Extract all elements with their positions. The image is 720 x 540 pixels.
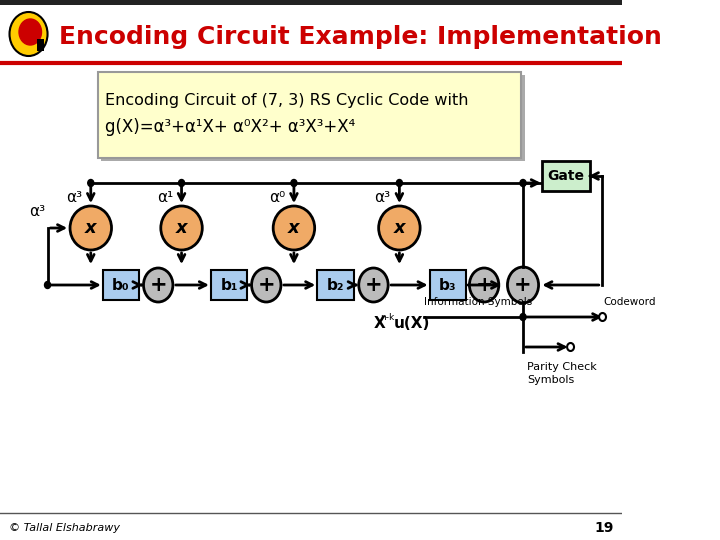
Text: 19: 19 [595, 521, 613, 535]
Circle shape [19, 19, 42, 45]
Circle shape [45, 281, 50, 288]
Text: x: x [394, 219, 405, 237]
Text: Codeword: Codeword [603, 297, 656, 307]
Ellipse shape [251, 268, 281, 302]
FancyBboxPatch shape [318, 270, 354, 300]
Ellipse shape [359, 268, 388, 302]
Text: α¹: α¹ [157, 191, 173, 206]
Text: x: x [176, 219, 187, 237]
Circle shape [88, 179, 94, 186]
Text: b₃: b₃ [439, 278, 456, 293]
Text: α³: α³ [66, 191, 82, 206]
FancyBboxPatch shape [0, 5, 622, 63]
Text: Encoding Circuit Example: Implementation: Encoding Circuit Example: Implementation [59, 25, 662, 49]
Text: α³: α³ [374, 191, 391, 206]
FancyBboxPatch shape [98, 72, 521, 158]
Ellipse shape [379, 206, 420, 250]
FancyBboxPatch shape [542, 161, 590, 191]
FancyBboxPatch shape [430, 270, 466, 300]
Circle shape [599, 313, 606, 321]
Circle shape [567, 343, 574, 351]
Text: +: + [149, 275, 167, 295]
Text: Information Symbols: Information Symbols [423, 297, 532, 307]
Text: X: X [374, 315, 385, 330]
Circle shape [291, 179, 297, 186]
Text: g(X)=α³+α¹X+ α⁰X²+ α³X³+X⁴: g(X)=α³+α¹X+ α⁰X²+ α³X³+X⁴ [105, 118, 356, 136]
FancyBboxPatch shape [211, 270, 247, 300]
Ellipse shape [70, 206, 112, 250]
Text: +: + [258, 275, 275, 295]
Text: x: x [85, 219, 96, 237]
FancyBboxPatch shape [101, 75, 525, 161]
Text: Parity Check
Symbols: Parity Check Symbols [527, 362, 597, 385]
Circle shape [520, 179, 526, 186]
Text: Gate: Gate [548, 169, 585, 183]
Text: +: + [364, 275, 382, 295]
Text: α³: α³ [29, 204, 45, 219]
Ellipse shape [273, 206, 315, 250]
Circle shape [9, 12, 48, 56]
Text: b₁: b₁ [220, 278, 238, 293]
Circle shape [520, 314, 526, 321]
Text: u(X): u(X) [393, 315, 430, 330]
Text: +: + [514, 275, 532, 295]
FancyBboxPatch shape [0, 0, 622, 5]
Text: +: + [475, 275, 493, 295]
Text: n-k: n-k [380, 313, 395, 321]
FancyBboxPatch shape [103, 270, 139, 300]
FancyBboxPatch shape [37, 39, 44, 51]
Text: x: x [288, 219, 300, 237]
Ellipse shape [161, 206, 202, 250]
Text: α⁰: α⁰ [269, 191, 285, 206]
Ellipse shape [469, 268, 499, 302]
Circle shape [179, 179, 184, 186]
Ellipse shape [508, 267, 539, 303]
Text: b₀: b₀ [112, 278, 130, 293]
Ellipse shape [143, 268, 173, 302]
Circle shape [397, 179, 402, 186]
Text: b₂: b₂ [327, 278, 344, 293]
Text: Encoding Circuit of (7, 3) RS Cyclic Code with: Encoding Circuit of (7, 3) RS Cyclic Cod… [105, 93, 469, 109]
Text: © Tallal Elshabrawy: © Tallal Elshabrawy [9, 523, 120, 533]
